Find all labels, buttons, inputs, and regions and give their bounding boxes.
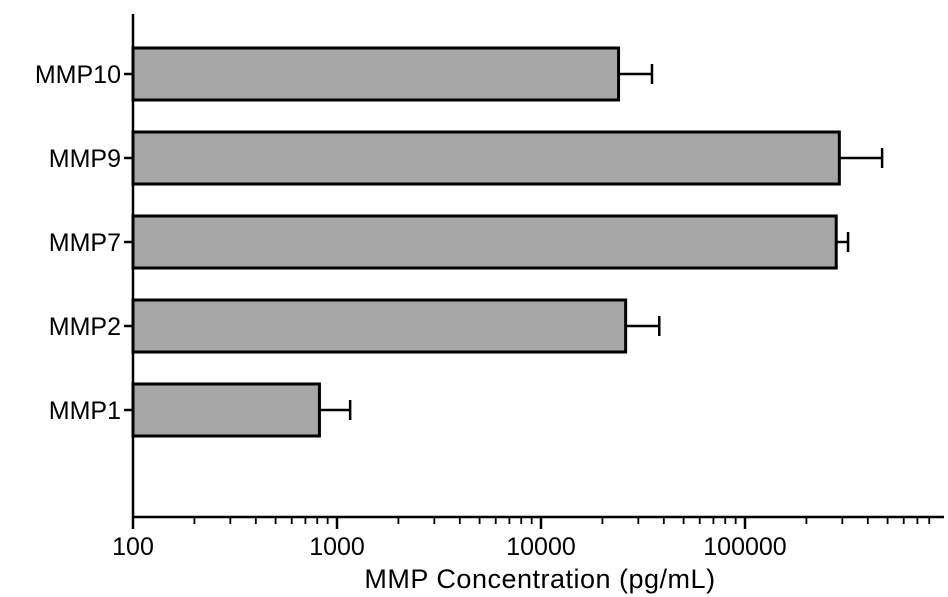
x-tick-label-1000: 1000 [309, 533, 365, 561]
y-tick-label-mmp9: MMP9 [49, 145, 121, 173]
y-axis: MMP10 MMP9 MMP7 MMP2 MMP1 [35, 14, 135, 517]
bar-mmp10 [131, 46, 621, 102]
y-tick-label-mmp10: MMP10 [35, 61, 121, 89]
x-tick-label-100: 100 [112, 533, 154, 561]
bar-mmp7 [131, 214, 838, 270]
y-tick-label-mmp7: MMP7 [49, 229, 121, 257]
x-axis-title: MMP Concentration (pg/mL) [364, 564, 715, 594]
x-tick-label-10000: 10000 [506, 533, 576, 561]
bar-mmp9 [131, 130, 841, 186]
error-bars-group [319, 64, 884, 420]
x-tick-label-100000: 100000 [703, 533, 786, 561]
y-tick-label-mmp1: MMP1 [49, 397, 121, 425]
bars-group [131, 46, 841, 438]
bar-mmp1 [131, 382, 321, 438]
y-tick-label-mmp2: MMP2 [49, 313, 121, 341]
x-axis: 100 1000 10000 100000 [112, 515, 944, 561]
bar-mmp2 [131, 298, 628, 354]
